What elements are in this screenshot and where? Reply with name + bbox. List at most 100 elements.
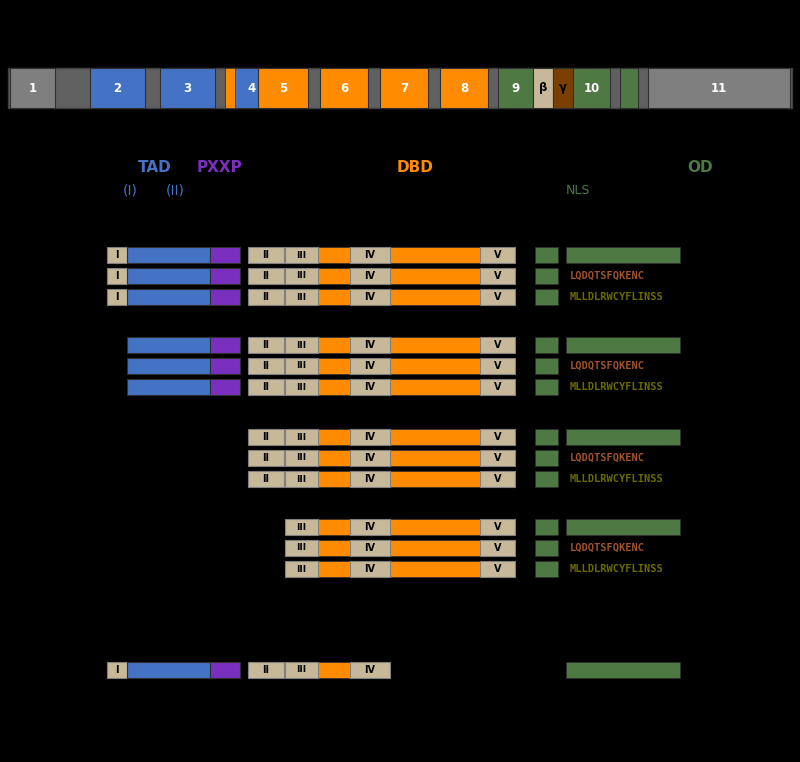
Bar	[350, 358, 390, 374]
Bar	[107, 247, 127, 263]
Text: OD: OD	[687, 161, 713, 175]
Bar	[248, 358, 284, 374]
Bar	[248, 429, 515, 445]
Text: 10: 10	[583, 82, 600, 94]
Bar	[248, 662, 284, 678]
Bar	[107, 289, 127, 305]
Bar	[127, 358, 210, 374]
Text: MLLDLRWCYFLINSS: MLLDLRWCYFLINSS	[570, 564, 664, 574]
Bar	[248, 450, 515, 466]
Text: 1: 1	[29, 82, 37, 94]
Text: II: II	[262, 361, 270, 371]
Bar	[350, 379, 390, 395]
Bar	[350, 268, 390, 284]
Bar	[248, 429, 284, 445]
Bar	[535, 289, 558, 305]
Bar	[350, 247, 390, 263]
Bar	[553, 68, 573, 108]
Text: IV: IV	[365, 340, 375, 350]
Bar	[210, 337, 240, 353]
Bar	[248, 268, 284, 284]
Text: V: V	[494, 250, 502, 260]
Bar	[210, 379, 240, 395]
Bar	[90, 68, 145, 108]
Text: IV: IV	[365, 522, 375, 532]
Bar	[285, 540, 318, 556]
Bar	[285, 450, 318, 466]
Bar	[248, 289, 515, 305]
Text: NLS: NLS	[566, 184, 590, 197]
Text: III: III	[297, 293, 306, 302]
Bar	[535, 358, 558, 374]
Bar	[350, 471, 390, 487]
Text: V: V	[494, 522, 502, 532]
Bar	[566, 429, 680, 445]
Bar	[535, 268, 558, 284]
Text: γ: γ	[559, 82, 567, 94]
Bar	[248, 337, 284, 353]
Text: PXXP: PXXP	[197, 161, 243, 175]
Bar	[285, 358, 318, 374]
Bar	[210, 662, 240, 678]
Text: MLLDLRWCYFLINSS: MLLDLRWCYFLINSS	[570, 292, 664, 302]
Text: LQDQTSFQKENC: LQDQTSFQKENC	[570, 453, 645, 463]
Text: II: II	[262, 453, 270, 463]
Bar	[480, 379, 515, 395]
Text: 7: 7	[400, 82, 408, 94]
Bar	[320, 68, 368, 108]
Text: MLLDLRWCYFLINSS: MLLDLRWCYFLINSS	[570, 382, 664, 392]
Bar	[350, 429, 390, 445]
Text: LQDQTSFQKENC: LQDQTSFQKENC	[570, 271, 645, 281]
Bar	[498, 68, 533, 108]
Bar	[566, 247, 680, 263]
Bar	[248, 379, 515, 395]
Text: 3: 3	[183, 82, 191, 94]
Bar	[10, 68, 55, 108]
Text: IV: IV	[365, 453, 375, 463]
Text: V: V	[494, 474, 502, 484]
Bar	[258, 68, 308, 108]
Text: 6: 6	[340, 82, 348, 94]
Bar	[480, 247, 515, 263]
Bar	[127, 289, 210, 305]
Bar	[535, 471, 558, 487]
Bar	[440, 68, 488, 108]
Bar	[533, 68, 553, 108]
Text: III: III	[297, 341, 306, 350]
Bar	[285, 561, 515, 577]
Bar	[210, 247, 240, 263]
Text: III: III	[297, 383, 306, 392]
Text: IV: IV	[365, 382, 375, 392]
Text: LQDQTSFQKENC: LQDQTSFQKENC	[570, 361, 645, 371]
Bar	[566, 519, 680, 535]
Text: β: β	[539, 82, 547, 94]
Text: 4: 4	[247, 82, 256, 94]
Text: V: V	[494, 564, 502, 574]
Bar	[535, 561, 558, 577]
Text: II: II	[262, 271, 270, 281]
Bar	[350, 450, 390, 466]
Text: V: V	[494, 340, 502, 350]
Text: TAD: TAD	[138, 161, 172, 175]
Bar	[248, 289, 284, 305]
Text: I: I	[115, 250, 118, 260]
Text: 5: 5	[279, 82, 287, 94]
Bar	[535, 247, 558, 263]
Text: III: III	[297, 543, 306, 552]
Text: IV: IV	[365, 543, 375, 553]
Bar	[480, 561, 515, 577]
Bar	[648, 68, 790, 108]
Bar	[285, 540, 515, 556]
Text: (II): (II)	[166, 183, 185, 197]
Text: II: II	[262, 474, 270, 484]
Text: V: V	[494, 271, 502, 281]
Bar	[350, 662, 390, 678]
Bar	[248, 268, 515, 284]
Text: V: V	[494, 453, 502, 463]
Bar	[285, 379, 318, 395]
Bar	[350, 337, 390, 353]
Bar	[225, 68, 278, 108]
Text: V: V	[494, 432, 502, 442]
Text: 8: 8	[460, 82, 468, 94]
Bar	[107, 662, 127, 678]
